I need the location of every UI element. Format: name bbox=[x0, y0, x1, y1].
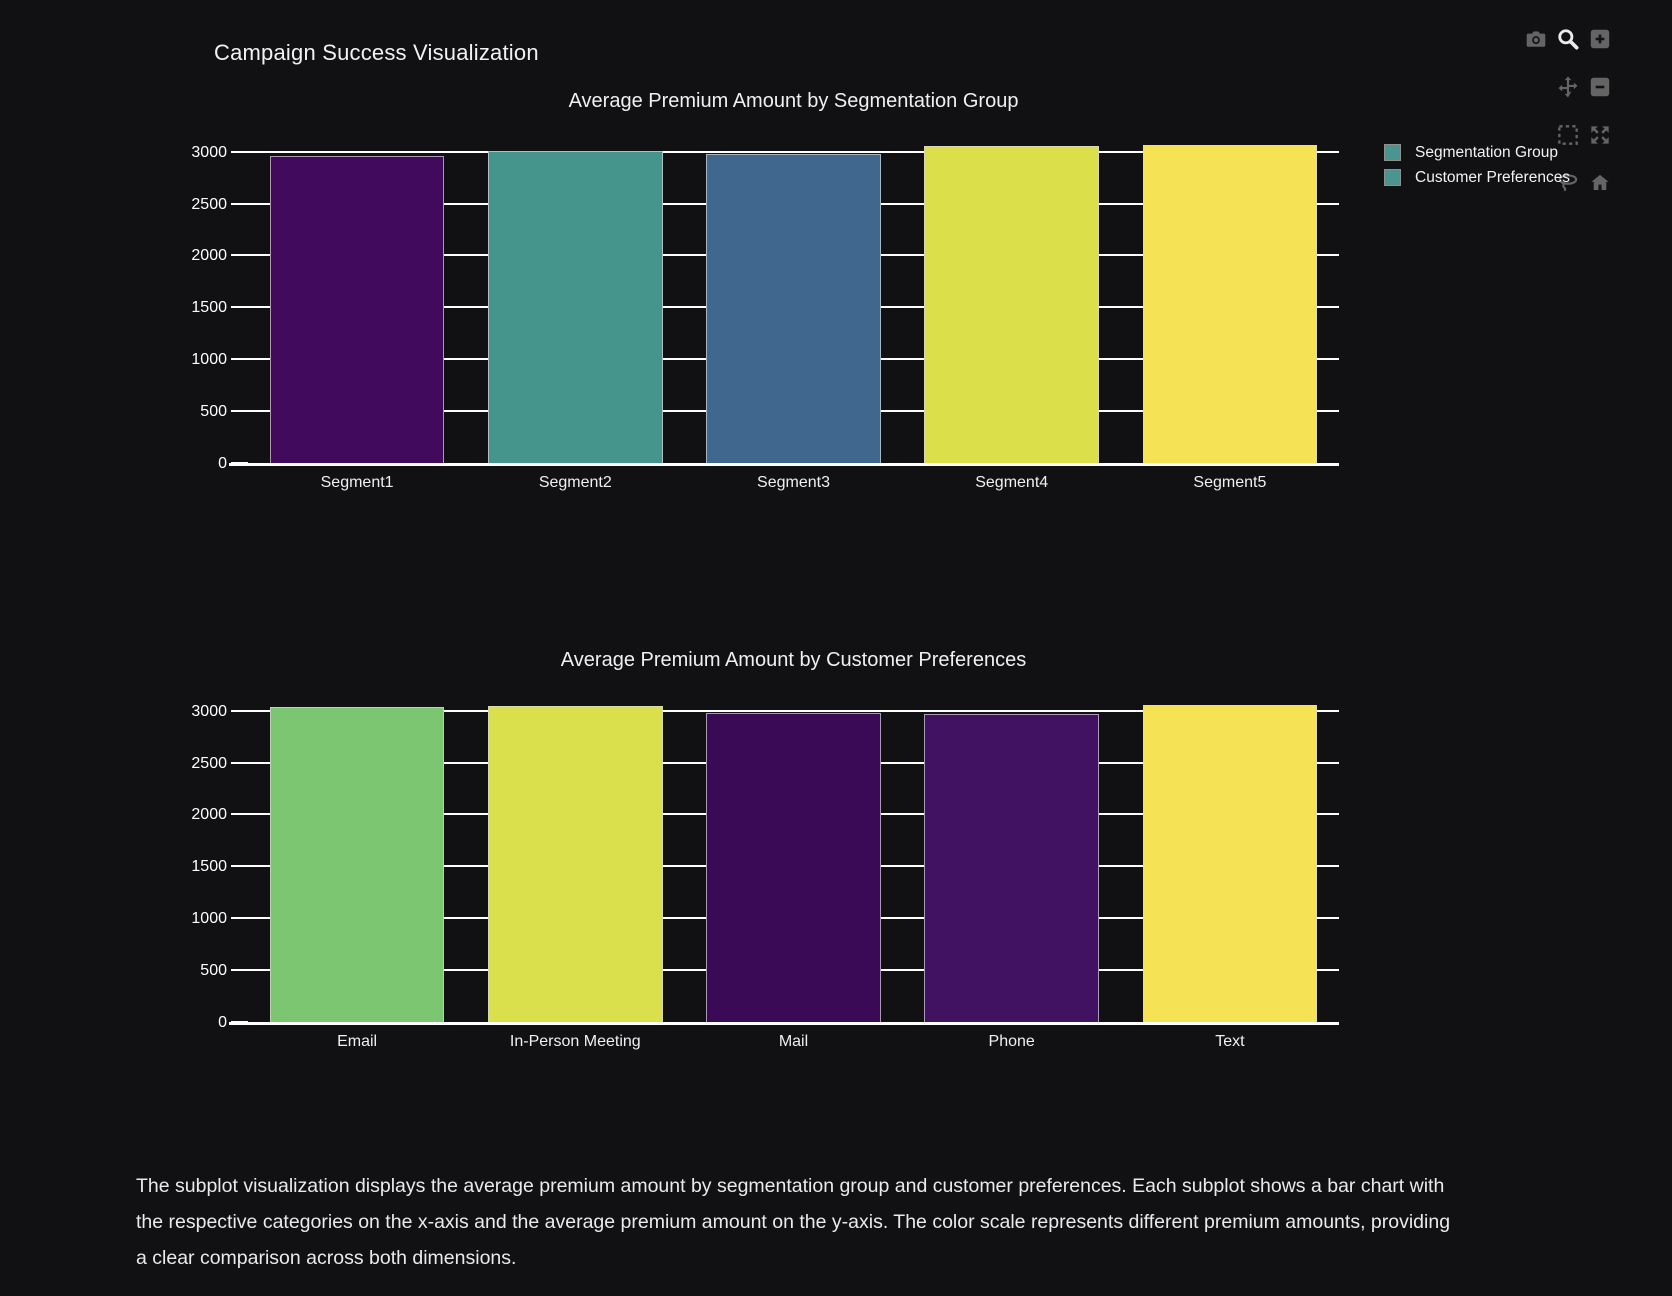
x-tick-label: Segment1 bbox=[320, 474, 394, 491]
bar-segment3[interactable] bbox=[706, 153, 881, 464]
x-tick-label: Mail bbox=[778, 1033, 809, 1050]
chart-title: Average Premium Amount by Customer Prefe… bbox=[560, 649, 1027, 671]
bar-segment5[interactable] bbox=[1142, 145, 1318, 464]
legend-item-customer-preferences[interactable]: Customer Preferences bbox=[1384, 165, 1570, 190]
bar-segment4[interactable] bbox=[924, 146, 1099, 464]
bar-email[interactable] bbox=[269, 707, 445, 1023]
y-tick-label: 2500 bbox=[191, 195, 227, 213]
y-tick-label: 500 bbox=[200, 962, 227, 980]
y-tick-mark bbox=[231, 761, 248, 764]
gridline bbox=[248, 150, 1339, 153]
x-tick-label: Text bbox=[1215, 1033, 1245, 1050]
bar-segment1[interactable] bbox=[269, 156, 445, 464]
y-tick-mark bbox=[231, 709, 248, 712]
y-tick-mark bbox=[231, 410, 248, 413]
y-tick-mark bbox=[231, 202, 248, 205]
y-tick-label: 1500 bbox=[191, 299, 227, 317]
expand-arrows-icon[interactable] bbox=[1587, 122, 1613, 148]
y-tick-label: 3000 bbox=[191, 143, 227, 161]
home-icon[interactable] bbox=[1587, 170, 1613, 196]
y-tick-mark bbox=[231, 813, 248, 816]
y-tick-label: 1000 bbox=[191, 910, 227, 928]
bar-segment2[interactable] bbox=[488, 150, 663, 464]
y-tick-label: 1000 bbox=[191, 351, 227, 369]
chart-title: Average Premium Amount by Segmentation G… bbox=[568, 90, 1019, 112]
caption-line: The subplot visualization displays the a… bbox=[136, 1175, 1445, 1197]
y-tick-label: 2000 bbox=[191, 247, 227, 265]
y-tick-label: 500 bbox=[200, 403, 227, 421]
gridline bbox=[248, 709, 1339, 712]
x-tick-label: Email bbox=[337, 1033, 378, 1050]
legend-item-segmentation-group[interactable]: Segmentation Group bbox=[1384, 140, 1570, 165]
x-tick-label: In-Person Meeting bbox=[509, 1033, 641, 1050]
bar-text[interactable] bbox=[1142, 704, 1318, 1023]
move-arrows-icon[interactable] bbox=[1555, 74, 1581, 100]
x-tick-label: Phone bbox=[988, 1033, 1035, 1050]
x-axis-line bbox=[229, 463, 1339, 466]
legend-swatch-icon bbox=[1384, 169, 1401, 186]
camera-icon[interactable] bbox=[1523, 26, 1549, 52]
y-tick-mark bbox=[231, 865, 248, 868]
x-tick-label: Segment4 bbox=[975, 474, 1049, 491]
y-tick-label: 0 bbox=[218, 455, 227, 472]
legend: Segmentation Group Customer Preferences bbox=[1384, 140, 1570, 190]
bar-chart-segmentation-group: Average Premium Amount by Segmentation G… bbox=[191, 90, 1339, 491]
magnifier-icon[interactable] bbox=[1555, 26, 1581, 52]
plus-square-icon[interactable] bbox=[1587, 26, 1613, 52]
caption-line: a clear comparison across both dimension… bbox=[136, 1247, 517, 1269]
y-tick-label: 2500 bbox=[191, 754, 227, 772]
legend-swatch-icon bbox=[1384, 144, 1401, 161]
bar-phone[interactable] bbox=[924, 713, 1099, 1023]
x-axis-line bbox=[229, 1022, 1339, 1025]
legend-label: Customer Preferences bbox=[1415, 168, 1571, 186]
legend-label: Segmentation Group bbox=[1415, 143, 1559, 161]
y-tick-mark bbox=[231, 358, 248, 361]
caption-line: the respective categories on the x-axis … bbox=[136, 1211, 1451, 1233]
y-tick-label: 2000 bbox=[191, 806, 227, 824]
y-tick-mark bbox=[231, 306, 248, 309]
y-tick-label: 0 bbox=[218, 1014, 227, 1031]
bar-in-person-meeting[interactable] bbox=[488, 705, 663, 1023]
lasso-icon[interactable] bbox=[1555, 170, 1581, 196]
x-tick-label: Segment3 bbox=[757, 474, 830, 491]
y-tick-mark bbox=[231, 969, 248, 972]
x-tick-label: Segment5 bbox=[1193, 474, 1267, 491]
caption: The subplot visualization displays the a… bbox=[136, 1168, 1450, 1276]
bar-mail[interactable] bbox=[706, 713, 881, 1023]
minus-square-icon[interactable] bbox=[1587, 74, 1613, 100]
y-tick-mark bbox=[231, 254, 248, 257]
y-tick-label: 3000 bbox=[191, 702, 227, 720]
y-tick-mark bbox=[231, 917, 248, 920]
page-title: Campaign Success Visualization bbox=[214, 40, 539, 65]
bar-chart-customer-preferences: Average Premium Amount by Customer Prefe… bbox=[191, 649, 1339, 1050]
y-tick-mark bbox=[231, 150, 248, 153]
y-tick-label: 1500 bbox=[191, 858, 227, 876]
dashed-square-icon[interactable] bbox=[1555, 122, 1581, 148]
x-tick-label: Segment2 bbox=[538, 474, 612, 491]
